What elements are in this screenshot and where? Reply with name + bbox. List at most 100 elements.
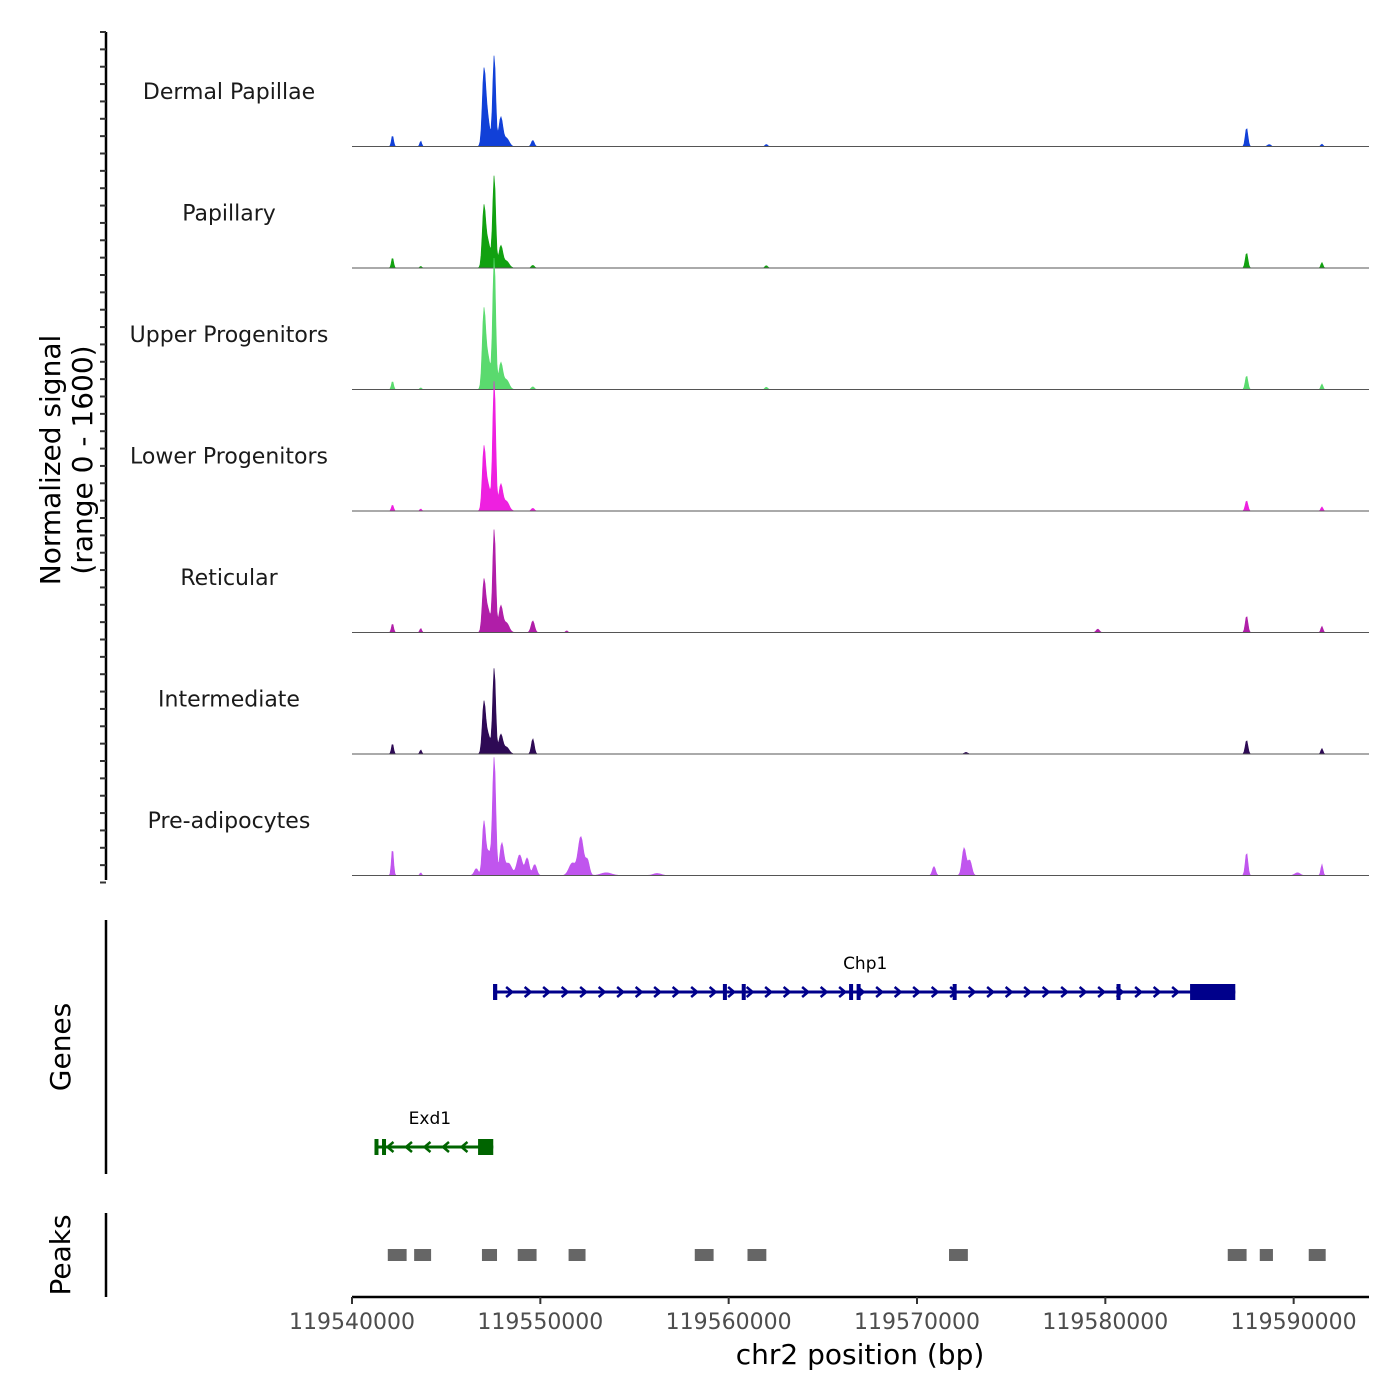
peak-region — [1308, 1249, 1326, 1261]
peak-region — [949, 1249, 968, 1261]
peaks-track — [387, 1249, 1326, 1261]
coverage-track: Lower Progenitors — [130, 381, 1369, 512]
peak-region — [517, 1249, 537, 1261]
gene-strand-chevron — [782, 986, 792, 998]
gene-strand-chevron — [422, 1141, 432, 1153]
coverage-axis-ticks — [100, 31, 106, 884]
gene-strand-chevron — [441, 1141, 450, 1153]
coverage-area — [352, 55, 1369, 147]
x-tick-label: 119560000 — [666, 1310, 792, 1335]
gene-thick-block — [480, 1139, 494, 1155]
track-label: Lower Progenitors — [130, 445, 328, 470]
gene-exon — [849, 984, 854, 1000]
gene-strand-chevron — [912, 986, 922, 998]
x-tick-label: 119540000 — [289, 1310, 415, 1335]
gene-exon — [741, 984, 746, 1000]
gene-strand-chevron — [653, 986, 663, 998]
gene-strand-chevron — [764, 986, 774, 998]
gene-strand-chevron — [708, 986, 718, 998]
peak-region — [387, 1249, 407, 1261]
gene-strand-chevron — [1023, 986, 1033, 998]
peak-region — [414, 1249, 432, 1261]
coverage-area — [352, 175, 1369, 269]
coverage-track: Dermal Papillae — [143, 55, 1369, 147]
gene-strand-chevron — [616, 986, 626, 998]
gene-label: Exd1 — [409, 1109, 451, 1129]
coverage-track: Reticular — [180, 529, 1369, 633]
gene-exon — [382, 1139, 387, 1155]
gene-strand-chevron — [1152, 986, 1162, 998]
coverage-area — [352, 257, 1369, 390]
track-label: Reticular — [180, 566, 278, 591]
y-axis-title-line1: Normalized signal — [34, 335, 67, 586]
x-tick-label: 119570000 — [854, 1310, 980, 1335]
x-axis-ticks: 119540000 119550000 119560000 119570000 1195… — [289, 1297, 1357, 1335]
gene-strand-chevron — [690, 986, 700, 998]
gene-thick-block — [1190, 984, 1236, 1000]
x-tick-label: 119550000 — [477, 1310, 603, 1335]
track-label: Papillary — [182, 202, 276, 227]
coverage-area — [352, 529, 1369, 633]
track-label: Intermediate — [158, 688, 300, 713]
gene-strand-chevron — [1078, 986, 1088, 998]
gene-exon — [952, 984, 957, 1000]
gene-strand-chevron — [634, 986, 644, 998]
gene-strand-chevron — [385, 1141, 395, 1153]
coverage-track: Pre-adipocytes — [148, 757, 1369, 876]
track-label: Upper Progenitors — [130, 323, 329, 348]
coverage-area — [352, 381, 1369, 512]
x-tick-label: 119580000 — [1042, 1310, 1168, 1335]
gene-start-cap — [493, 984, 498, 1000]
gene-strand-chevron — [893, 986, 903, 998]
peak-region — [481, 1249, 498, 1261]
gene-strand-chevron — [819, 986, 829, 998]
gene-model: Exd1 — [374, 1109, 494, 1155]
gene-strand-chevron — [671, 986, 681, 998]
gene-strand-chevron — [1134, 986, 1144, 998]
y-axis-title-line2: (range 0 - 1600) — [66, 345, 99, 574]
gene-strand-chevron — [1060, 986, 1070, 998]
gene-strand-chevron — [727, 986, 737, 998]
coverage-track: Intermediate — [158, 668, 1369, 755]
peak-region — [747, 1249, 767, 1261]
coverage-area — [352, 757, 1369, 876]
gene-start-cap — [374, 1139, 379, 1155]
gene-exon — [722, 984, 727, 1000]
gene-strand-chevron — [523, 986, 533, 998]
y-axis-title: Normalized signal (range 0 - 1600) — [34, 335, 99, 586]
peak-region — [1259, 1249, 1273, 1261]
peaks-track-title: Peaks — [44, 1214, 77, 1295]
track-label: Pre-adipocytes — [148, 809, 311, 834]
coverage-tracks: Dermal Papillae Papillary Upper Progenitor… — [130, 55, 1369, 876]
gene-strand-chevron — [404, 1141, 413, 1153]
gene-strand-chevron — [542, 986, 552, 998]
gene-strand-chevron — [1041, 986, 1051, 998]
x-axis-title: chr2 position (bp) — [736, 1338, 985, 1371]
track-label: Dermal Papillae — [143, 80, 315, 105]
x-tick-label: 119590000 — [1231, 1310, 1357, 1335]
gene-strand-chevron — [801, 986, 811, 998]
peak-region — [568, 1249, 586, 1261]
gene-model: Chp1 — [493, 954, 1236, 1000]
peak-region — [1227, 1249, 1247, 1261]
gene-strand-chevron — [838, 986, 848, 998]
coverage-track: Papillary — [182, 175, 1369, 269]
gene-strand-chevron — [967, 986, 977, 998]
gene-label: Chp1 — [843, 954, 887, 974]
gene-exon — [1116, 984, 1121, 1000]
gene-exon — [856, 984, 861, 1000]
coverage-track: Upper Progenitors — [130, 257, 1369, 390]
gene-strand-chevron — [1004, 986, 1014, 998]
genes-track: Chp1 Exd1 — [374, 954, 1236, 1155]
gene-strand-chevron — [986, 986, 996, 998]
gene-strand-chevron — [560, 986, 570, 998]
gene-strand-chevron — [875, 986, 885, 998]
genes-track-title: Genes — [44, 1003, 77, 1091]
gene-strand-chevron — [745, 986, 755, 998]
gene-strand-chevron — [579, 986, 589, 998]
gene-strand-chevron — [459, 1141, 469, 1153]
gene-strand-chevron — [930, 986, 940, 998]
peak-region — [694, 1249, 714, 1261]
gene-strand-chevron — [597, 986, 607, 998]
